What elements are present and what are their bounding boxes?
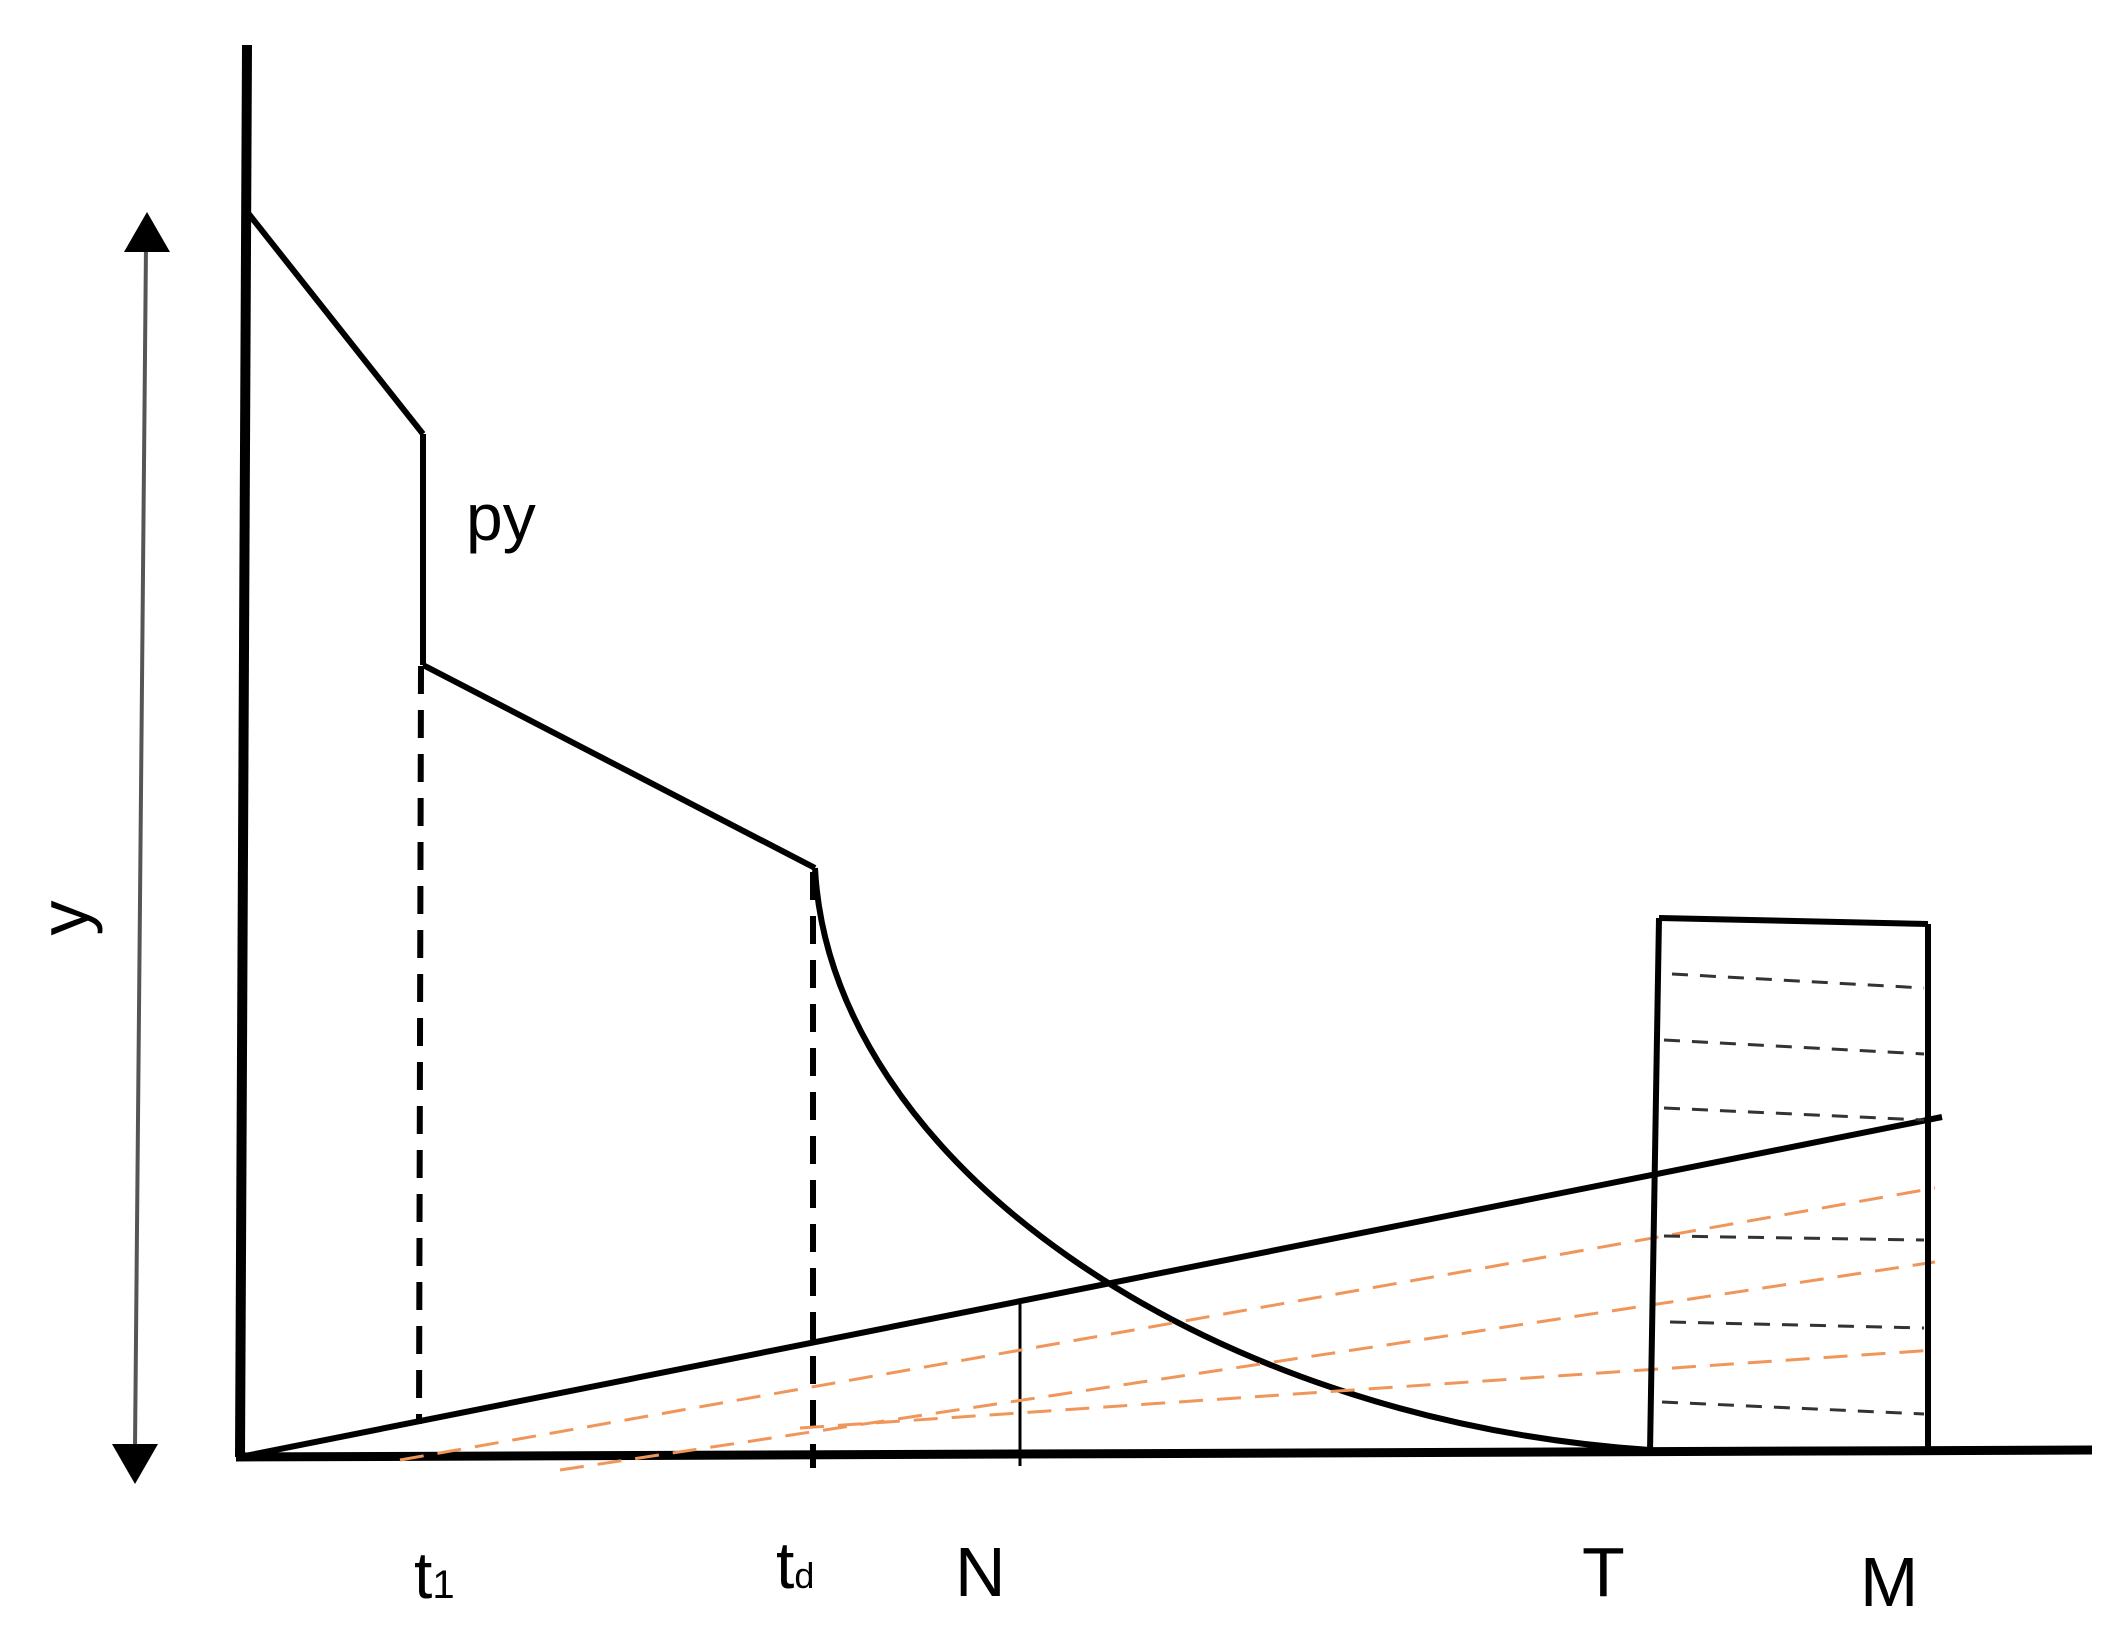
t1-dashed-marker (416, 665, 424, 1425)
y-arrow-head-up (124, 212, 170, 252)
y-arrow-head-down (112, 1444, 158, 1484)
rising-line (239, 1114, 1943, 1460)
td-label: td (776, 1528, 814, 1602)
y-dimension-arrow (112, 212, 170, 1484)
td-subscript: d (794, 1555, 814, 1596)
n-label: N (955, 1533, 1006, 1611)
rectangle-left-side (1647, 917, 1662, 1453)
orange-dashed-lines (399, 1186, 1936, 1472)
vertical-axis (235, 44, 252, 1458)
orange-dashed-line-2 (559, 1260, 1936, 1472)
t-label: T (1582, 1533, 1625, 1611)
inventory-level-curve (245, 211, 1651, 1453)
t1-subscript: 1 (432, 1563, 454, 1607)
orange-dashed-line-3 (799, 1348, 1936, 1430)
rect-dashed-line-1 (1671, 972, 1925, 990)
second-decline-segment (421, 662, 817, 871)
td-main: t (776, 1528, 794, 1602)
y-arrow-shaft (133, 244, 148, 1449)
rect-dashed-line-4 (1663, 1234, 1925, 1242)
rectangle-top-side (1658, 915, 1929, 927)
t1-main: t (414, 1538, 432, 1612)
py-label: py (466, 480, 536, 554)
horizontal-axis (235, 1445, 2093, 1462)
rect-dashed-line-2 (1663, 1038, 1925, 1056)
orange-dashed-line-1 (399, 1186, 1936, 1462)
t-m-rectangle (1647, 915, 1931, 1453)
y-axis-label: y (25, 901, 103, 936)
rect-dashed-line-5 (1669, 1320, 1925, 1330)
exponential-decay-segment (812, 867, 1651, 1453)
rect-dashed-line-3 (1663, 1106, 1925, 1122)
t1-label: t1 (414, 1538, 455, 1612)
rect-dashed-line-6 (1661, 1400, 1925, 1416)
first-decline-segment (245, 211, 426, 436)
m-label: M (1860, 1543, 1918, 1621)
rectangle-dashed-lines (1661, 972, 1925, 1416)
